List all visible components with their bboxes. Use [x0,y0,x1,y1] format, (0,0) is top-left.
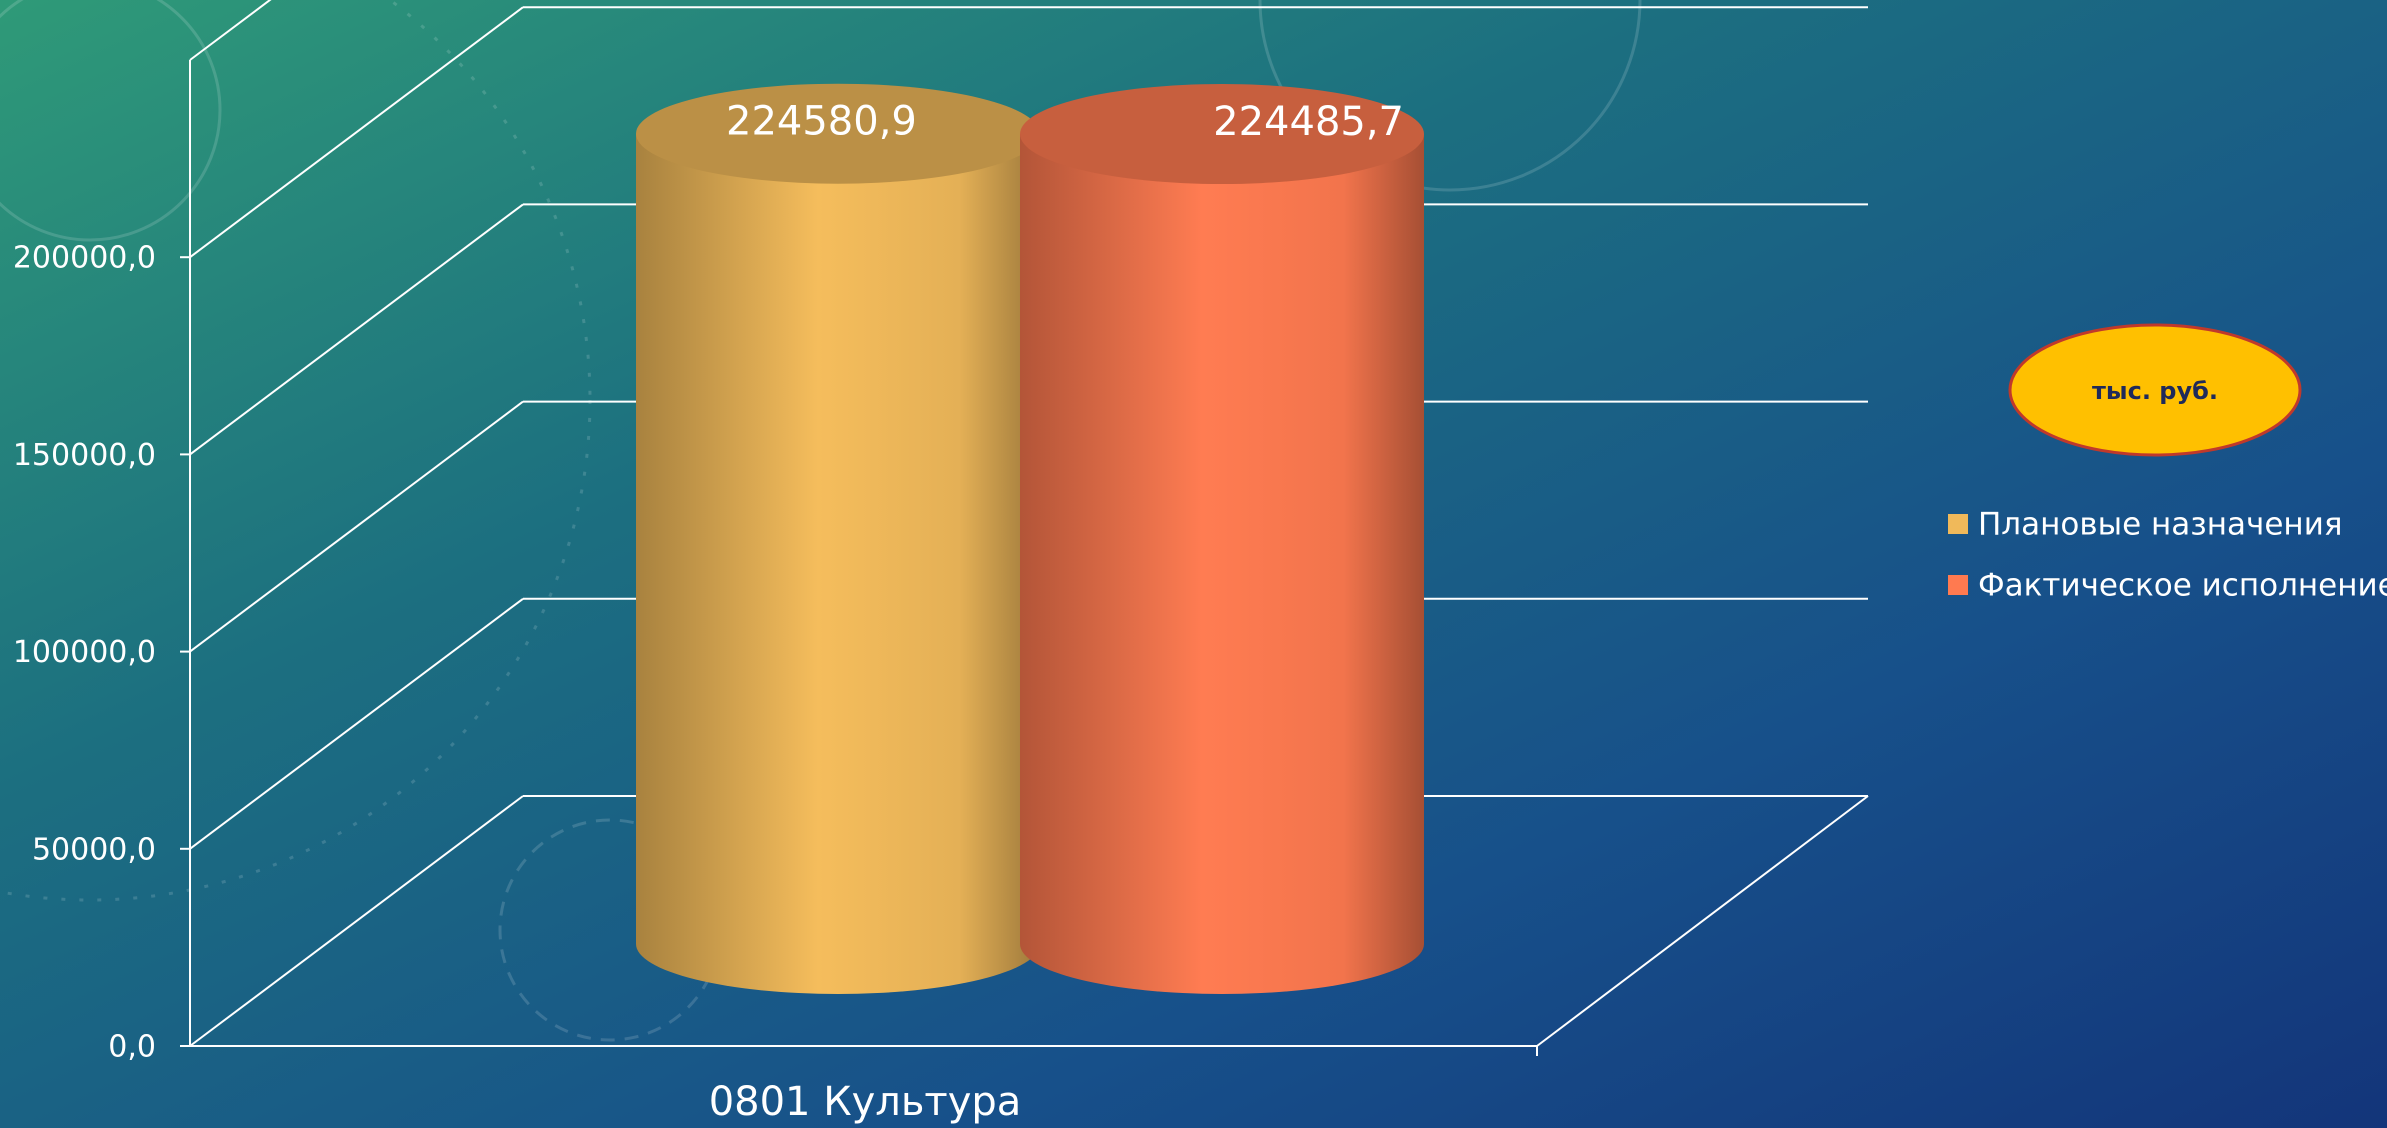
chart: тыс. руб. 0,0 50000,0 100000,0 150000,0 2000… [0,0,2387,1128]
legend-label: Фактическое исполнение [1978,568,2387,604]
y-tick-label: 200000,0 [13,241,156,276]
y-tick-label: 0,0 [108,1030,156,1065]
legend-label: Плановые назначения [1978,507,2343,543]
unit-label: тыс. руб. [2092,377,2218,405]
y-tick-label: 50000,0 [32,832,156,867]
legend-swatch [1948,514,1968,534]
x-tick-label: 0801 Культура [709,1079,1022,1125]
bar [636,134,1040,944]
value-label: 224485,7 [1213,99,1404,145]
bar [1020,134,1424,944]
value-label: 224580,9 [726,99,917,145]
y-tick-label: 100000,0 [13,635,156,670]
y-tick-label: 150000,0 [13,438,156,473]
legend-swatch [1948,575,1968,595]
